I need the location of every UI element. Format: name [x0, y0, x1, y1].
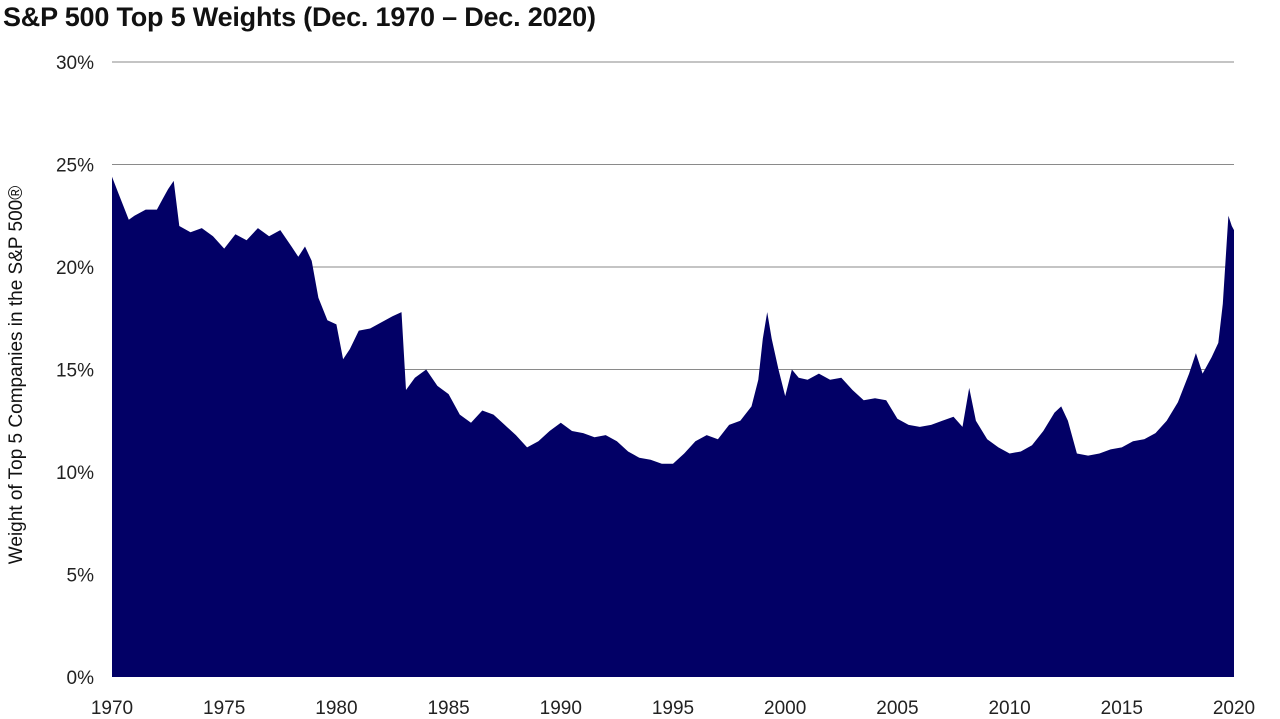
- x-tick-label: 2015: [1101, 698, 1143, 719]
- y-tick-label: 0%: [67, 668, 95, 689]
- chart-title: S&P 500 Top 5 Weights (Dec. 1970 – Dec. …: [3, 2, 596, 32]
- x-axis-ticks: 1970 1975 1980 1985 1990 1995 2000 2005 2010 2015…: [91, 698, 1255, 719]
- x-tick-label: 1975: [203, 698, 245, 719]
- plot-area: [112, 176, 1234, 678]
- y-tick-label: 10%: [56, 463, 94, 484]
- y-tick-label: 30%: [56, 53, 94, 74]
- x-tick-label: 1995: [652, 698, 694, 719]
- x-tick-label: 2005: [876, 698, 918, 719]
- y-tick-label: 25%: [56, 156, 94, 177]
- y-tick-label: 5%: [67, 566, 95, 587]
- x-tick-label: 1990: [540, 698, 582, 719]
- x-tick-label: 1970: [91, 698, 133, 719]
- top5-weight-area: [112, 176, 1234, 678]
- x-tick-label: 1980: [315, 698, 357, 719]
- y-tick-label: 20%: [56, 258, 94, 279]
- y-tick-label: 15%: [56, 361, 94, 382]
- x-tick-label: 2020: [1213, 698, 1255, 719]
- y-axis-ticks: 0% 5% 10% 15% 20% 25% 30%: [56, 53, 94, 689]
- x-tick-label: 1985: [427, 698, 469, 719]
- x-tick-label: 2010: [988, 698, 1030, 719]
- x-tick-label: 2000: [764, 698, 806, 719]
